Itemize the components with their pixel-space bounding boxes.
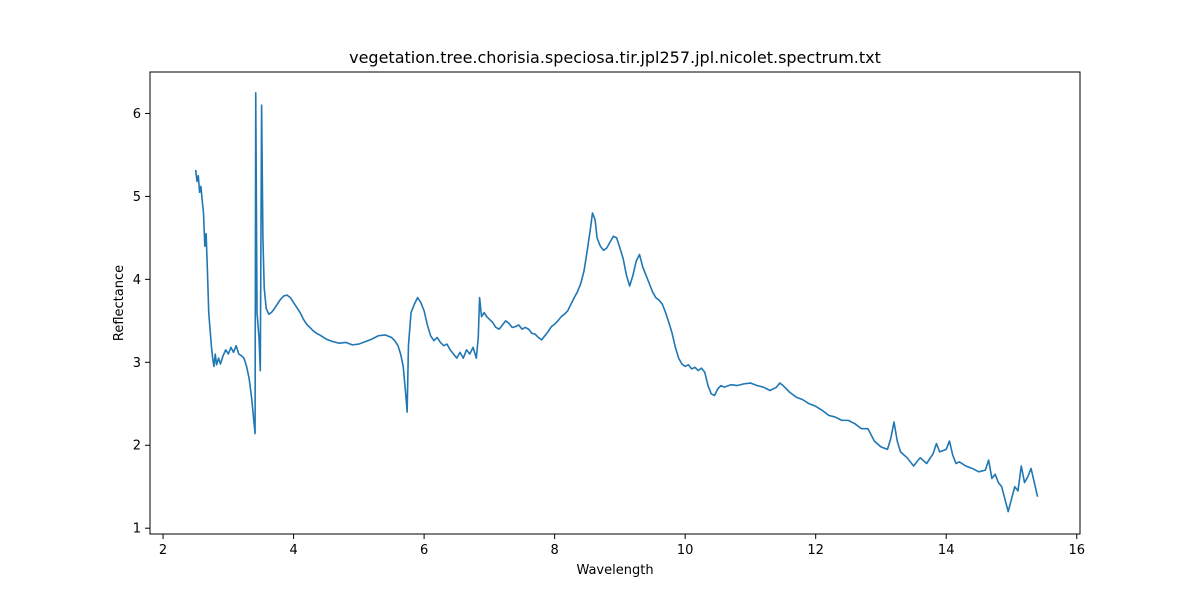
x-tick-label: 2 [159, 543, 167, 558]
x-axis-ticks: 2 4 6 8 10 12 14 16 [159, 534, 1085, 558]
x-tick-label: 12 [807, 543, 824, 558]
y-tick-label: 5 [133, 190, 141, 205]
x-tick-label: 14 [938, 543, 955, 558]
x-tick-label: 6 [420, 543, 428, 558]
series-group [194, 91, 1039, 513]
chart-title: vegetation.tree.chorisia.speciosa.tir.jp… [349, 48, 881, 67]
x-tick-label: 4 [289, 543, 297, 558]
y-axis-label: Reflectance [112, 265, 127, 341]
y-tick-label: 3 [133, 356, 141, 371]
plot-frame [149, 71, 1081, 535]
x-axis-label: Wavelength [576, 563, 653, 578]
y-tick-label: 6 [133, 107, 141, 122]
y-tick-label: 1 [133, 522, 141, 537]
x-tick-label: 16 [1068, 543, 1085, 558]
spectrum-line [194, 91, 1039, 513]
x-tick-label: 10 [677, 543, 694, 558]
y-axis-ticks: 1 2 3 4 5 6 [133, 107, 150, 537]
plot-area [150, 72, 1080, 534]
x-tick-label: 8 [550, 543, 558, 558]
y-tick-label: 2 [133, 439, 141, 454]
y-tick-label: 4 [133, 273, 141, 288]
